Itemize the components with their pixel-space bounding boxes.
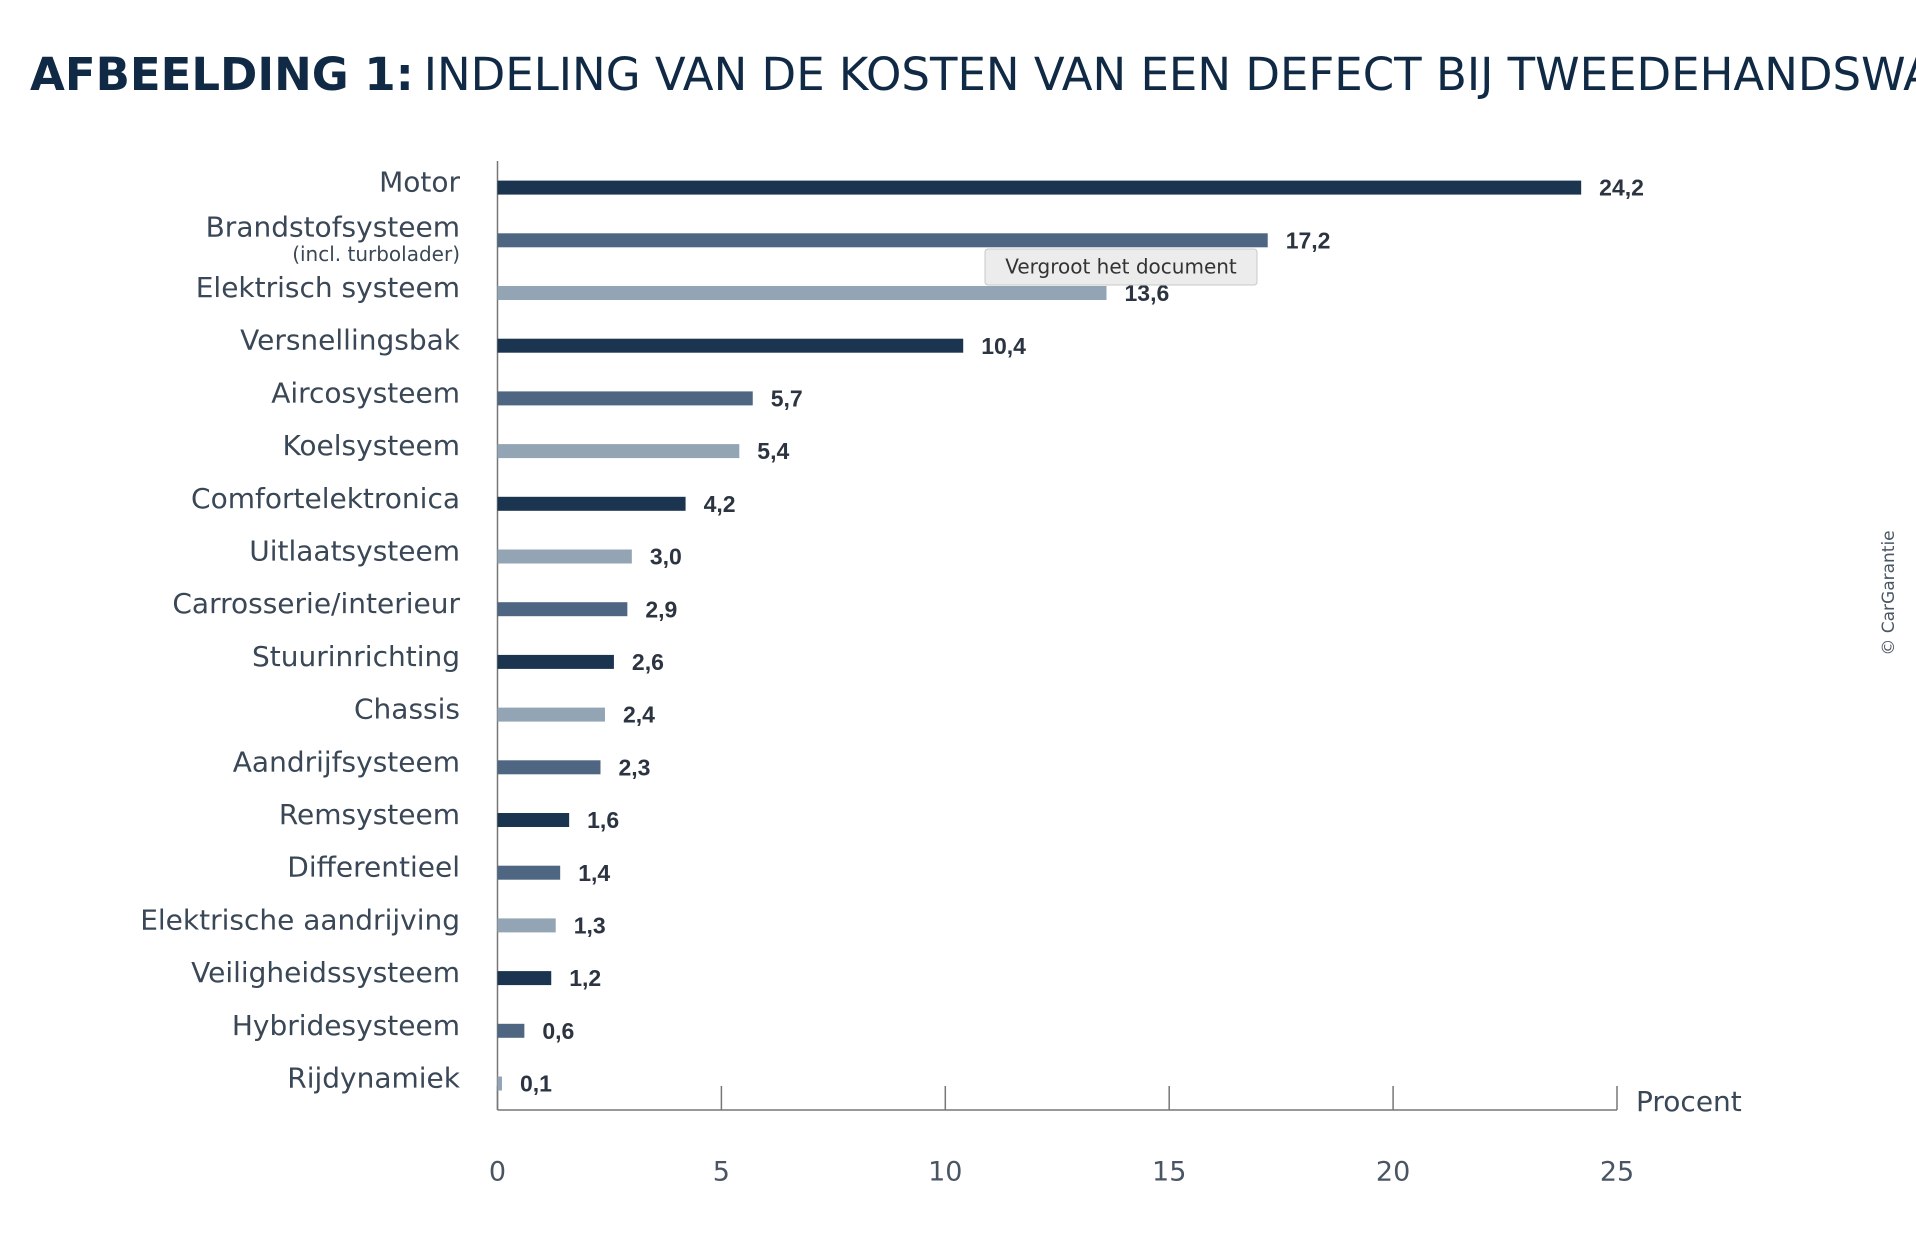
value-label: 2,9 [645, 596, 677, 622]
bar [497, 1023, 525, 1038]
bar [497, 549, 632, 564]
value-label: 5,7 [771, 385, 803, 411]
bar [497, 813, 570, 827]
bar [497, 338, 964, 353]
category-label: Differentieel [287, 851, 460, 884]
x-tick-label: 25 [1600, 1157, 1634, 1188]
value-label: 2,6 [632, 649, 664, 675]
category-label: Uitlaatsysteem [249, 535, 460, 568]
value-label: 5,4 [757, 438, 789, 464]
x-tick-label: 20 [1376, 1157, 1410, 1188]
value-label: 1,6 [587, 807, 619, 833]
category-label: Koelsysteem [282, 429, 460, 462]
value-label: 0,6 [542, 1018, 574, 1044]
value-label: 1,3 [574, 912, 606, 938]
tooltip: Vergroot het document [1005, 255, 1237, 279]
category-label: Remsysteem [279, 798, 460, 831]
bar [497, 1076, 502, 1091]
value-label: 0,1 [520, 1071, 552, 1097]
category-label: Versnellingsbak [240, 324, 461, 357]
figure-label: AFBEELDING 1: [30, 48, 414, 101]
x-tick-label: 15 [1152, 1157, 1186, 1188]
value-label: 3,0 [650, 544, 682, 570]
category-label: Carrosserie/interieur [172, 587, 460, 620]
x-tick-label: 10 [928, 1157, 962, 1188]
credit: © CarGarantie [1879, 530, 1899, 655]
bar [497, 971, 552, 986]
category-note: (incl. turbolader) [292, 242, 460, 266]
value-label: 17,2 [1286, 227, 1331, 253]
value-label: 2,4 [623, 702, 655, 728]
category-label: Rijdynamiek [287, 1062, 461, 1095]
category-label: Aandrijfsysteem [233, 745, 460, 778]
category-label: Motor [379, 166, 460, 199]
title: INDELING VAN DE KOSTEN VAN EEN DEFECT BI… [424, 48, 1916, 101]
category-label: Comfortelektronica [191, 482, 460, 515]
chart-title: AFBEELDING 1: INDELING VAN DE KOSTEN VAN … [30, 48, 1916, 101]
category-label: Elektrisch systeem [196, 271, 460, 304]
bar [497, 760, 601, 775]
bar [497, 444, 740, 459]
category-label: Elektrische aandrijving [140, 903, 460, 936]
category-label: Brandstofsysteem [206, 210, 460, 243]
bar [497, 286, 1107, 300]
x-tick-label: 0 [489, 1157, 506, 1188]
bar [497, 180, 1582, 195]
category-label: Hybridesysteem [232, 1009, 460, 1042]
value-label: 10,4 [981, 333, 1026, 359]
bar [497, 918, 556, 933]
x-tick-label: 5 [713, 1157, 730, 1188]
value-label: 2,3 [618, 754, 650, 780]
category-label: Stuurinrichting [252, 640, 460, 673]
x-axis-label: Procent [1636, 1085, 1742, 1118]
tooltip-box [984, 248, 1258, 286]
bar [497, 391, 753, 406]
bar [497, 496, 686, 511]
bar [497, 233, 1268, 248]
category-label: Aircosysteem [271, 376, 460, 409]
bar [497, 654, 614, 669]
value-label: 24,2 [1599, 175, 1644, 201]
bar [497, 602, 628, 617]
bar [497, 707, 605, 722]
value-label: 1,2 [569, 965, 601, 991]
value-label: 4,2 [704, 491, 736, 517]
category-label: Chassis [354, 693, 460, 726]
bar [497, 865, 561, 880]
value-label: 1,4 [578, 860, 610, 886]
category-label: Veiligheidssysteem [191, 956, 460, 989]
